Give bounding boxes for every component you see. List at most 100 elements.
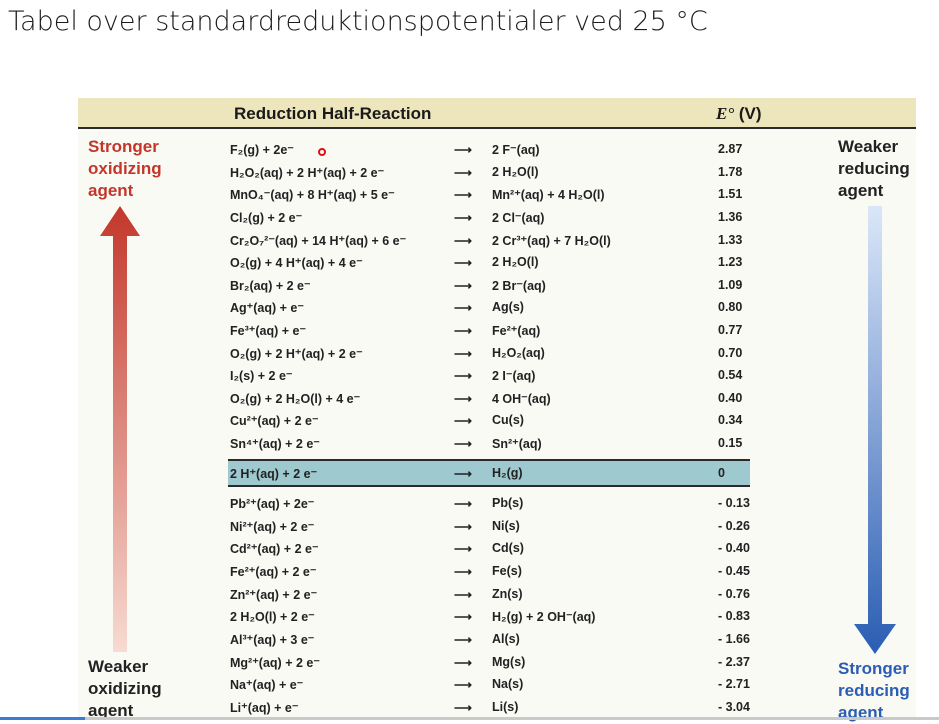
reaction-left: Al³⁺(aq) + 3 e⁻	[230, 633, 315, 647]
arrow-right-icon: ⟶	[454, 678, 472, 692]
arrow-right-icon: ⟶	[454, 234, 472, 248]
table-row: Ni²⁺(aq) + 2 e⁻ ⟶ Ni(s) - 0.26	[230, 515, 770, 537]
progress-track	[0, 717, 939, 720]
reaction-left: Cl₂(g) + 2 e⁻	[230, 211, 303, 225]
table-row: Cr₂O₇²⁻(aq) + 14 H⁺(aq) + 6 e⁻ ⟶ 2 Cr³⁺(aq…	[230, 229, 770, 251]
arrow-right-icon: ⟶	[454, 656, 472, 670]
potential-value: - 0.45	[718, 564, 750, 578]
table-row: I₂(s) + 2 e⁻ ⟶ 2 I⁻(aq) 0.54	[230, 364, 770, 386]
potential-value: - 0.40	[718, 541, 750, 555]
arrow-right-icon: ⟶	[454, 701, 472, 715]
reaction-right: Pb(s)	[492, 496, 524, 510]
reaction-right: Cd(s)	[492, 541, 524, 555]
reaction-left: Cu²⁺(aq) + 2 e⁻	[230, 414, 319, 428]
label-line: oxidizing	[88, 159, 162, 178]
table-row: Cu²⁺(aq) + 2 e⁻ ⟶ Cu(s) 0.34	[230, 409, 770, 431]
potential-value: 0.34	[718, 413, 743, 427]
label-line: agent	[88, 181, 134, 200]
table-row: F₂(g) + 2e⁻ ⟶ 2 F⁻(aq) 2.87	[230, 138, 770, 160]
table-row: 2 H₂O(l) + 2 e⁻ ⟶ H₂(g) + 2 OH⁻(aq) - 0.83	[230, 605, 770, 627]
reaction-left: MnO₄⁻(aq) + 8 H⁺(aq) + 5 e⁻	[230, 188, 395, 202]
table-row: O₂(g) + 2 H⁺(aq) + 2 e⁻ ⟶ H₂O₂(aq) 0.70	[230, 342, 770, 364]
potential-value: 1.23	[718, 255, 743, 269]
table-row: Zn²⁺(aq) + 2 e⁻ ⟶ Zn(s) - 0.76	[230, 583, 770, 605]
potential-value: - 3.04	[718, 700, 750, 714]
arrow-right-icon: ⟶	[454, 610, 472, 624]
reaction-left: Na⁺(aq) + e⁻	[230, 678, 304, 692]
potential-value: - 2.71	[718, 677, 750, 691]
reaction-right: Mn²⁺(aq) + 4 H₂O(l)	[492, 188, 605, 202]
reaction-left: F₂(g) + 2e⁻	[230, 143, 294, 157]
table-row: Ag⁺(aq) + e⁻ ⟶ Ag(s) 0.80	[230, 296, 770, 318]
arrow-right-icon: ⟶	[454, 347, 472, 361]
reaction-right: 2 Br⁻(aq)	[492, 279, 546, 293]
arrow-right-icon: ⟶	[454, 256, 472, 270]
reaction-left: Mg²⁺(aq) + 2 e⁻	[230, 656, 320, 670]
reaction-left: Cd²⁺(aq) + 2 e⁻	[230, 542, 319, 556]
label-stronger-oxidizing: Stronger oxidizing agent	[88, 136, 162, 202]
header-potential-symbol: E°	[716, 104, 735, 123]
reaction-right: Li(s)	[492, 700, 519, 714]
reaction-right: 2 F⁻(aq)	[492, 143, 540, 157]
table-row: MnO₄⁻(aq) + 8 H⁺(aq) + 5 e⁻ ⟶ Mn²⁺(aq) + 4…	[230, 183, 770, 205]
potential-value: 0.54	[718, 368, 743, 382]
reaction-right: Al(s)	[492, 632, 520, 646]
potential-value: 1.33	[718, 233, 743, 247]
reaction-right: Sn²⁺(aq)	[492, 437, 542, 451]
label-line: Weaker	[88, 657, 149, 676]
reaction-left: I₂(s) + 2 e⁻	[230, 369, 293, 383]
reaction-right: Mg(s)	[492, 655, 526, 669]
arrow-right-icon: ⟶	[454, 188, 472, 202]
reaction-right: 2 H₂O(l)	[492, 255, 539, 269]
reaction-left: Fe³⁺(aq) + e⁻	[230, 324, 307, 338]
table-panel	[78, 98, 916, 720]
reaction-right: Fe(s)	[492, 564, 522, 578]
table-row: Mg²⁺(aq) + 2 e⁻ ⟶ Mg(s) - 2.37	[230, 651, 770, 673]
label-weaker-reducing: Weaker reducing agent	[838, 136, 910, 202]
arrow-right-icon: ⟶	[454, 542, 472, 556]
reaction-right: Na(s)	[492, 677, 524, 691]
label-line: agent	[838, 703, 884, 722]
potential-value: 0.77	[718, 323, 743, 337]
table-row: Sn⁴⁺(aq) + 2 e⁻ ⟶ Sn²⁺(aq) 0.15	[230, 432, 770, 454]
reaction-right: Cu(s)	[492, 413, 524, 427]
potential-value: 0	[718, 466, 725, 480]
reaction-right: Ni(s)	[492, 519, 520, 533]
potential-value: - 1.66	[718, 632, 750, 646]
reaction-left: Br₂(aq) + 2 e⁻	[230, 279, 311, 293]
label-line: reducing	[838, 159, 910, 178]
reaction-right: Ag(s)	[492, 300, 524, 314]
reference-row: 2 H⁺(aq) + 2 e⁻ ⟶ H₂(g) 0	[230, 462, 770, 484]
reaction-left: 2 H₂O(l) + 2 e⁻	[230, 610, 315, 624]
reaction-right: 2 Cr³⁺(aq) + 7 H₂O(l)	[492, 234, 611, 248]
arrow-right-icon: ⟶	[454, 369, 472, 383]
arrow-right-icon: ⟶	[454, 467, 472, 481]
reaction-right: H₂O₂(aq)	[492, 346, 545, 360]
potential-value: 2.87	[718, 142, 743, 156]
pointer-marker-icon	[318, 148, 326, 156]
potential-value: 1.78	[718, 165, 743, 179]
potential-value: 1.51	[718, 187, 743, 201]
page-title: Tabel over standardreduktionspotentialer…	[8, 6, 708, 37]
reaction-left: O₂(g) + 2 H₂O(l) + 4 e⁻	[230, 392, 361, 406]
table-row: H₂O₂(aq) + 2 H⁺(aq) + 2 e⁻ ⟶ 2 H₂O(l) 1.78	[230, 161, 770, 183]
potential-value: - 2.37	[718, 655, 750, 669]
table-row: Cd²⁺(aq) + 2 e⁻ ⟶ Cd(s) - 0.40	[230, 537, 770, 559]
reaction-left: O₂(g) + 4 H⁺(aq) + 4 e⁻	[230, 256, 363, 270]
arrow-right-icon: ⟶	[454, 211, 472, 225]
table-row: Br₂(aq) + 2 e⁻ ⟶ 2 Br⁻(aq) 1.09	[230, 274, 770, 296]
arrow-down-icon	[854, 206, 896, 654]
label-stronger-reducing: Stronger reducing agent	[838, 658, 910, 724]
potential-value: - 0.26	[718, 519, 750, 533]
arrow-right-icon: ⟶	[454, 565, 472, 579]
potential-value: 0.70	[718, 346, 743, 360]
arrow-right-icon: ⟶	[454, 437, 472, 451]
potential-value: - 0.13	[718, 496, 750, 510]
arrow-right-icon: ⟶	[454, 633, 472, 647]
table-row: Fe³⁺(aq) + e⁻ ⟶ Fe²⁺(aq) 0.77	[230, 319, 770, 341]
reaction-right: H₂(g)	[492, 466, 523, 480]
reaction-left: Li⁺(aq) + e⁻	[230, 701, 299, 715]
table-row: Na⁺(aq) + e⁻ ⟶ Na(s) - 2.71	[230, 673, 770, 695]
arrow-up-icon	[100, 206, 140, 652]
reaction-left: 2 H⁺(aq) + 2 e⁻	[230, 467, 318, 481]
